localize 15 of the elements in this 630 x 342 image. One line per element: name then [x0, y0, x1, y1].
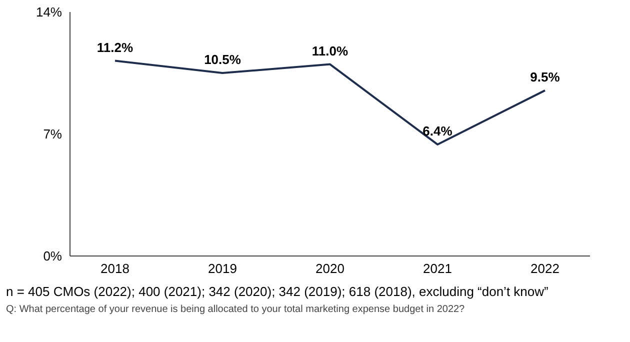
data-label: 11.0%: [312, 43, 349, 58]
data-label: 6.4%: [422, 123, 453, 138]
text: n = 405 CMOs (2022); 400 (2021); 342 (2020); 342 (2019); 618 (2018), excluding “don’t know”: [6, 284, 548, 299]
x-tick-label: 2022: [530, 261, 560, 276]
x-tick-label: 2020: [316, 261, 344, 276]
x-tick-label: 2021: [423, 261, 452, 276]
x-tick-label: 2019: [208, 261, 237, 276]
x-tick-label: 2018: [100, 261, 130, 276]
data-label: 9.5%: [530, 69, 560, 84]
text: Q: What percentage of your revenue is being allocated to your total marketing expense budget in 2022?: [6, 304, 465, 315]
y-tick-label: 7%: [43, 126, 62, 142]
y-tick-label: 0%: [43, 248, 62, 264]
data-label: 11.2%: [96, 40, 134, 55]
data-label: 10.5%: [204, 52, 242, 67]
y-tick-label: 14%: [36, 4, 62, 20]
